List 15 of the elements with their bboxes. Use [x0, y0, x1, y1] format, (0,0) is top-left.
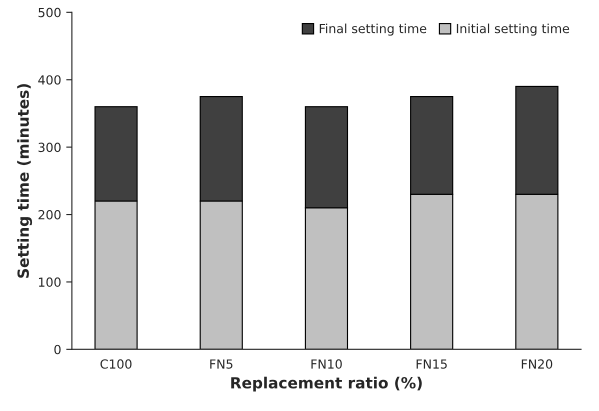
- x-tick-label: FN20: [522, 359, 552, 369]
- y-tick-label: 0: [54, 344, 61, 354]
- legend-label: Initial setting time: [456, 24, 570, 36]
- legend-label: Final setting time: [320, 24, 426, 36]
- x-axis-title: Replacement ratio (%): [231, 376, 422, 392]
- y-tick-label: 300: [38, 142, 61, 152]
- x-tick-label: FN15: [416, 359, 447, 369]
- x-tick-label: C100: [100, 359, 132, 369]
- y-tick-label: 400: [38, 75, 61, 85]
- y-tick-label: 200: [38, 210, 61, 220]
- y-axis-title: Setting time (minutes): [17, 84, 32, 278]
- x-tick-label: FN10: [311, 359, 342, 369]
- y-tick-label: 500: [38, 8, 61, 18]
- y-tick-label: 100: [38, 277, 61, 287]
- x-tick-label: FN5: [210, 359, 232, 369]
